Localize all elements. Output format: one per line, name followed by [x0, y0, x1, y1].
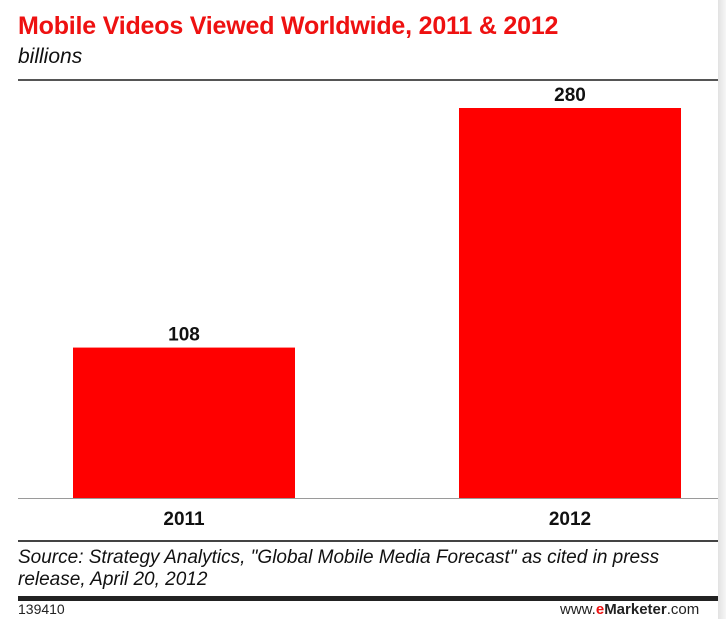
chart-title: Mobile Videos Viewed Worldwide, 2011 & 2… [18, 12, 559, 40]
chart-id: 139410 [18, 601, 65, 617]
bar-chart: 108 2011 280 2012 [18, 85, 718, 530]
chart-subtitle: billions [18, 45, 83, 68]
x-tick-label-2012: 2012 [549, 509, 591, 530]
emarketer-link[interactable]: www.eMarketer.com [560, 601, 699, 618]
source-note: Source: Strategy Analytics, "Global Mobi… [18, 547, 660, 590]
source-divider [18, 540, 718, 542]
x-tick-label-2011: 2011 [163, 509, 205, 530]
brand-name: Marketer [604, 601, 667, 618]
footer-divider [18, 596, 718, 601]
site-suffix: .com [666, 601, 700, 618]
bar-2012 [459, 108, 681, 498]
site-prefix: www. [560, 601, 596, 618]
brand-e: e [595, 601, 605, 618]
bar-2011 [73, 347, 295, 498]
data-label-2011: 108 [168, 325, 200, 346]
data-label-2012: 280 [554, 85, 586, 106]
top-divider [18, 79, 718, 81]
right-edge-shadow [718, 0, 726, 619]
